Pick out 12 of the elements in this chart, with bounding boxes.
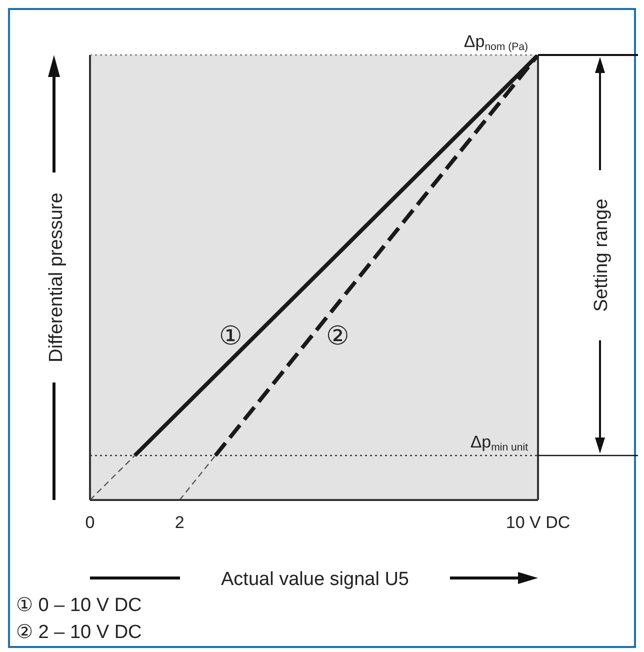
y-axis-title: Differential pressure [46, 192, 67, 362]
ref-line-label: Δp$_{min unit}$ [470, 432, 528, 454]
text: Setting range [591, 198, 612, 312]
series-label: ② [326, 320, 350, 351]
series-label: ① [218, 320, 242, 351]
x-tick-label: 0 [85, 513, 95, 532]
x-axis-title: Actual value signal U5 [221, 569, 409, 590]
x-tick-label: 2 [174, 513, 184, 532]
text: ② 2 – 10 V DC [16, 621, 142, 645]
text: ① 0 – 10 V DC [16, 594, 142, 618]
x-tick-label: 10 V DC [506, 513, 570, 532]
ref-line-label: Δp$_{nom (Pa)}$ [464, 32, 528, 54]
